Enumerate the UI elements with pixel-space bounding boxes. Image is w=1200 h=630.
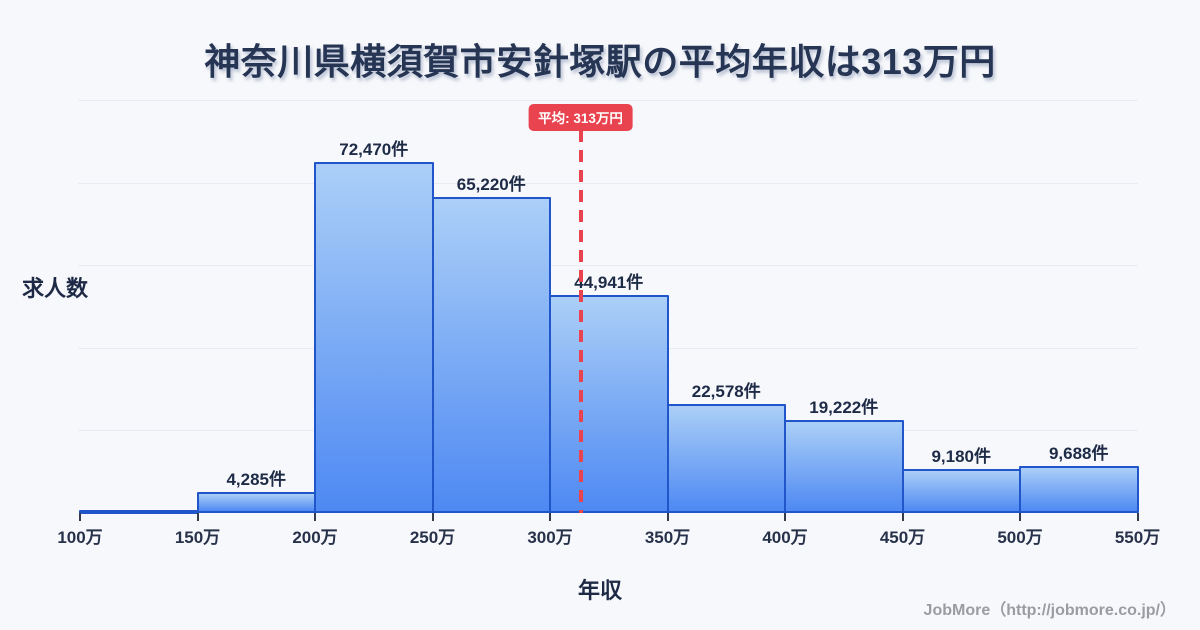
bar-value-label: 65,220件 bbox=[456, 175, 526, 194]
histogram-bar bbox=[784, 420, 904, 513]
x-axis-tick bbox=[666, 513, 669, 521]
histogram-bar bbox=[549, 295, 669, 513]
x-axis-tick bbox=[431, 513, 434, 521]
x-axis-tick bbox=[1019, 513, 1021, 521]
bar-value-label: 9,180件 bbox=[931, 447, 992, 466]
x-tick-label: 150万 bbox=[174, 528, 221, 547]
x-tick-label: 400万 bbox=[762, 528, 808, 547]
gridline bbox=[78, 182, 1138, 184]
bar-value-label: 44,941件 bbox=[574, 273, 644, 292]
x-tick-label: 250万 bbox=[409, 528, 456, 547]
y-axis-label: 求人数 bbox=[22, 276, 89, 301]
average-badge: 平均: 313万円 bbox=[528, 104, 633, 131]
histogram-bar bbox=[431, 197, 551, 513]
x-tick-label: 300万 bbox=[527, 528, 573, 547]
histogram-bar bbox=[314, 162, 434, 513]
x-axis-label: 年収 bbox=[577, 578, 622, 603]
chart-title: 神奈川県横須賀市安針塚駅の平均年収は313万円 bbox=[204, 41, 996, 82]
histogram-bar bbox=[901, 469, 1021, 513]
x-axis-tick bbox=[196, 513, 199, 521]
histogram-bar bbox=[666, 404, 786, 513]
x-tick-label: 100万 bbox=[57, 528, 103, 547]
x-axis-tick bbox=[549, 513, 551, 521]
bar-value-label: 4,285件 bbox=[226, 470, 287, 489]
footer-credit: JobMore（http://jobmore.co.jp/） bbox=[923, 602, 1176, 619]
x-tick-label: 500万 bbox=[997, 528, 1043, 547]
x-tick-label: 450万 bbox=[879, 528, 926, 547]
x-axis-tick bbox=[901, 513, 904, 521]
x-axis-tick bbox=[79, 513, 81, 521]
histogram-bar bbox=[196, 492, 316, 513]
x-axis-tick bbox=[1136, 513, 1139, 521]
bar-value-label: 72,470件 bbox=[339, 140, 409, 159]
bar-value-label: 22,578件 bbox=[691, 382, 761, 401]
bar-value-label: 9,688件 bbox=[1048, 444, 1109, 463]
histogram-bar bbox=[1019, 466, 1139, 513]
gridline bbox=[78, 100, 1138, 101]
x-tick-label: 200万 bbox=[292, 528, 338, 547]
x-axis-tick bbox=[784, 513, 786, 521]
x-tick-label: 550万 bbox=[1114, 528, 1161, 547]
histogram-bar bbox=[79, 510, 199, 514]
gridline bbox=[78, 265, 1138, 266]
x-tick-label: 350万 bbox=[644, 528, 691, 547]
x-axis-tick bbox=[314, 513, 316, 521]
bar-value-label: 19,222件 bbox=[809, 398, 879, 417]
average-line bbox=[578, 130, 583, 513]
